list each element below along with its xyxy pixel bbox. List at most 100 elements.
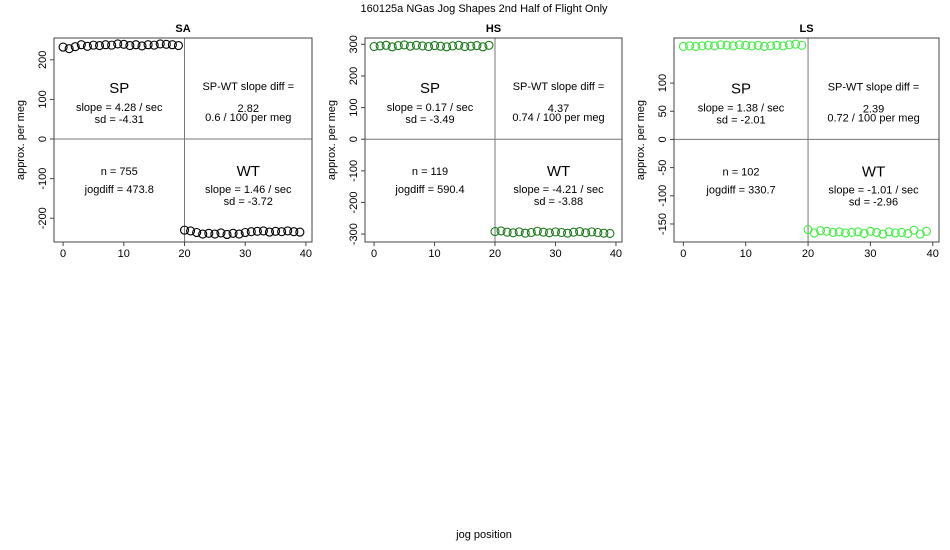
data-point-wt [289,227,299,237]
wt-slope: slope = 1.46 / sec [205,184,292,196]
data-point-sp [429,41,440,51]
slope-diff-value: 2.82 [238,103,259,115]
data-point-wt [884,227,894,237]
data-point-sp [466,41,476,51]
data-point-sp [411,40,421,50]
data-point-sp [143,40,153,50]
y-axis-label: approx. per meg [326,100,338,180]
data-point-sp [173,40,183,51]
slope-diff-per-meg: 0.72 / 100 per meg [827,112,919,124]
data-point-sp [70,42,80,52]
x-tick-label: 0 [371,248,377,260]
data-point-wt [853,227,863,237]
data-point-sp [766,41,776,51]
jogdiff: jogdiff = 590.4 [394,184,464,196]
data-point-sp [442,42,452,52]
y-tick-label: 0 [37,136,49,142]
data-point-sp [448,41,458,51]
panel-title-sa: SA [175,23,190,35]
data-point-wt [815,226,826,236]
y-tick-label: 0 [657,136,669,142]
data-point-wt [508,228,518,238]
data-point-sp [728,41,738,51]
slope-diff-per-meg: 0.6 / 100 per meg [205,112,291,124]
y-tick-label: -50 [657,160,669,176]
figure-title: 160125a NGas Jog Shapes 2nd Half of Flig… [360,3,608,15]
data-point-sp [722,40,732,50]
data-point-wt [544,228,554,238]
data-point-wt [859,228,869,239]
data-point-sp [131,40,141,50]
y-tick-label: 50 [657,105,669,117]
panel-ls: LS 0 10 20 30 40 -150 -100 -50 0 50 100 approx. per … [635,23,940,260]
data-point-wt [840,228,851,238]
data-point-sp [64,44,74,54]
y-tick-label: -100 [657,185,669,207]
panel-title-ls: LS [799,23,813,35]
n-count: n = 119 [412,166,448,178]
data-point-sp [94,40,105,51]
data-point-sp [759,41,769,52]
sp-sd: sd = -3.49 [405,114,454,126]
data-point-wt [264,227,275,237]
data-point-sp [381,40,391,50]
data-point-wt [593,227,603,238]
data-point-sp [709,41,720,51]
y-tick-label: -300 [348,223,360,245]
data-point-wt [490,227,500,237]
x-tick-label: 10 [428,248,440,260]
data-point-wt [605,228,615,239]
data-point-sp [101,40,111,50]
data-point-sp [387,42,397,52]
data-point-sp [778,41,788,51]
data-point-sp [137,41,147,51]
data-point-sp [747,41,757,51]
wt-label: WT [237,163,260,180]
data-point-sp [436,41,446,51]
data-point-sp [697,41,707,51]
data-point-sp [113,39,123,49]
x-tick-label: 20 [489,248,501,260]
x-tick-label: 30 [239,248,251,260]
data-point-wt [834,227,844,237]
wt-sd: sd = -2.96 [849,196,898,208]
x-tick-label: 20 [802,248,814,260]
data-point-wt [538,227,548,237]
data-point-sp [716,40,726,50]
data-point-wt [228,228,238,238]
data-point-sp [791,39,801,49]
y-tick-label: 0 [348,136,360,142]
data-point-wt [581,228,591,238]
data-point-wt [575,227,585,237]
x-tick-label: 10 [740,248,752,260]
data-point-wt [865,226,875,236]
slope-diff-per-meg: 0.74 / 100 per meg [512,112,604,124]
panel-sa: SA 0 10 20 30 40 -200 -100 0 100 200 approx. per me… [15,23,313,260]
data-point-sp [472,41,482,51]
y-axis-label: approx. per meg [635,100,647,180]
y-tick-label: 100 [348,98,360,116]
x-tick-label: 10 [118,248,130,260]
data-point-sp [167,40,177,50]
data-point-sp [703,40,713,50]
data-point-sp [423,41,434,52]
data-point-wt [532,226,542,236]
jogdiff: jogdiff = 473.8 [84,184,154,196]
x-tick-label: 40 [610,248,622,260]
data-point-wt [822,226,832,236]
data-point-wt [502,227,512,237]
data-point-sp [375,41,385,51]
data-point-sp [369,41,379,52]
sp-slope: slope = 1.38 / sec [698,102,785,114]
data-point-sp [107,40,117,50]
panel-title-hs: HS [486,23,501,35]
wt-slope: slope = -1.01 / sec [828,184,919,196]
slope-diff-value: 2.39 [863,103,884,115]
jogdiff: jogdiff = 330.7 [705,184,775,196]
n-count: n = 755 [101,166,138,178]
data-point-wt [556,227,567,238]
data-point-sp [393,41,403,51]
sp-label: SP [420,80,440,97]
wt-label: WT [862,163,885,180]
data-point-sp [82,41,92,51]
